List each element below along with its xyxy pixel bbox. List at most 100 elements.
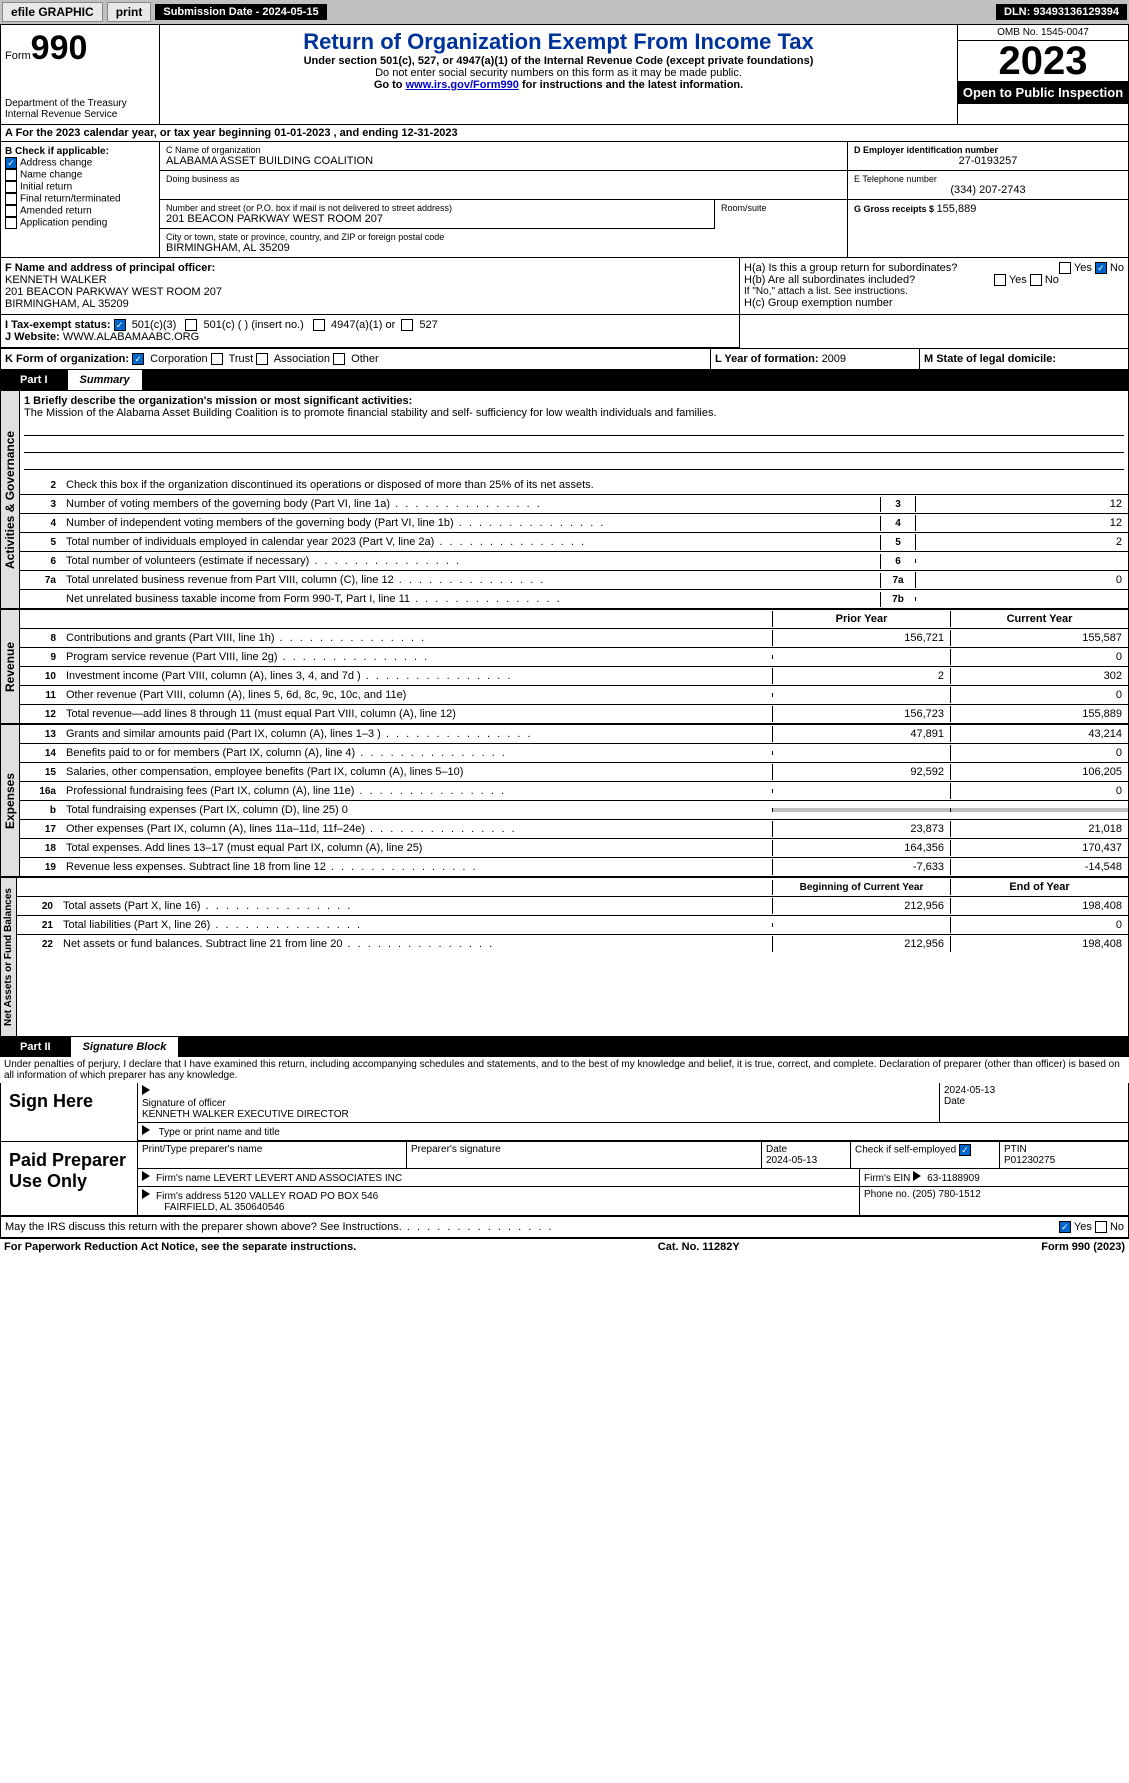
other-checkbox[interactable] [333, 353, 345, 365]
line-18-prior: 164,356 [772, 840, 950, 856]
hb-no-checkbox[interactable] [1030, 274, 1042, 286]
section-revenue: Revenue Prior YearCurrent Year 8Contribu… [0, 609, 1129, 724]
mission-line [24, 455, 1124, 470]
line-22-end: 198,408 [950, 936, 1128, 952]
expenses-label: Expenses [0, 724, 20, 877]
ha-yes-checkbox[interactable] [1059, 262, 1071, 274]
ha-no-checkbox[interactable]: ✓ [1095, 262, 1107, 274]
line-17-prior: 23,873 [772, 821, 950, 837]
discuss-no-checkbox[interactable] [1095, 1221, 1107, 1233]
ein-label: D Employer identification number [854, 145, 1122, 155]
line-3-val: 12 [915, 496, 1128, 512]
initial-return-checkbox[interactable] [5, 181, 17, 193]
line-20-end: 198,408 [950, 898, 1128, 914]
trust-checkbox[interactable] [211, 353, 223, 365]
irs-link[interactable]: www.irs.gov/Form990 [406, 79, 519, 91]
arrow-icon [142, 1125, 150, 1135]
part-1-title: Summary [68, 370, 142, 390]
line-8-text: Contributions and grants (Part VIII, lin… [62, 630, 772, 646]
amended-return-label: Amended return [20, 206, 92, 217]
footer-right: Form 990 (2023) [1041, 1241, 1125, 1253]
discuss-text: May the IRS discuss this return with the… [5, 1221, 554, 1233]
part-2-header: Part II Signature Block [0, 1037, 1129, 1057]
prep-name-label: Print/Type preparer's name [142, 1144, 262, 1155]
line-22-text: Net assets or fund balances. Subtract li… [59, 936, 772, 952]
line-14-current: 0 [950, 745, 1128, 761]
527-label: 527 [419, 319, 437, 331]
print-button[interactable]: print [107, 2, 152, 22]
perjury-text: Under penalties of perjury, I declare th… [0, 1057, 1129, 1083]
501c3-checkbox[interactable]: ✓ [114, 319, 126, 331]
part-2-num: Part II [0, 1037, 71, 1057]
firm-addr-label: Firm's address [156, 1191, 224, 1202]
line-10-prior: 2 [772, 668, 950, 684]
firm-phone-label: Phone no. [864, 1189, 912, 1200]
amended-return-checkbox[interactable] [5, 205, 17, 217]
application-pending-checkbox[interactable] [5, 217, 17, 229]
trust-label: Trust [229, 353, 254, 365]
line-6-text: Total number of volunteers (estimate if … [62, 553, 880, 569]
officer-label: F Name and address of principal officer: [5, 262, 215, 274]
ein-value: 27-0193257 [854, 155, 1122, 167]
527-checkbox[interactable] [401, 319, 413, 331]
year-formation-label: L Year of formation: [715, 353, 822, 365]
year-formation-value: 2009 [822, 353, 846, 365]
goto-label: Go to [374, 79, 406, 91]
arrow-icon [913, 1171, 921, 1181]
signature-block: Sign Here Signature of officer KENNETH W… [0, 1083, 1129, 1217]
hb-yes-label: Yes [1009, 274, 1027, 286]
501c-checkbox[interactable] [185, 319, 197, 331]
line-20-begin: 212,956 [772, 898, 950, 914]
4947-checkbox[interactable] [313, 319, 325, 331]
line-22-begin: 212,956 [772, 936, 950, 952]
final-return-checkbox[interactable] [5, 193, 17, 205]
section-governance: Activities & Governance 1 Briefly descri… [0, 390, 1129, 609]
line-16b-prior [772, 808, 950, 812]
form-title: Return of Organization Exempt From Incom… [164, 29, 953, 55]
col-b-label: B Check if applicable: [5, 146, 155, 157]
line-5-val: 2 [915, 534, 1128, 550]
efile-button[interactable]: efile GRAPHIC [2, 2, 103, 22]
prep-sig-label: Preparer's signature [411, 1144, 501, 1155]
line-12-current: 155,889 [950, 706, 1128, 722]
sig-date-label: Date [944, 1096, 1124, 1107]
type-name-label: Type or print name and title [159, 1127, 280, 1138]
corp-label: Corporation [150, 353, 207, 365]
officer-name: KENNETH WALKER [5, 274, 735, 286]
website-label: J Website: [5, 331, 63, 343]
ha-yes-label: Yes [1074, 262, 1092, 274]
arrow-icon [142, 1171, 150, 1181]
firm-name-label: Firm's name [156, 1173, 213, 1184]
period-prefix: A For the 2023 calendar year, or tax yea… [5, 127, 274, 139]
line-7a-text: Total unrelated business revenue from Pa… [62, 572, 880, 588]
line-6-val [915, 559, 1128, 563]
net-assets-label: Net Assets or Fund Balances [0, 877, 17, 1037]
line-7b-val [915, 597, 1128, 601]
page-footer: For Paperwork Reduction Act Notice, see … [0, 1238, 1129, 1255]
line-13-text: Grants and similar amounts paid (Part IX… [62, 726, 772, 742]
line-10-current: 302 [950, 668, 1128, 684]
line-16a-prior [772, 789, 950, 793]
ptin-value: P01230275 [1004, 1155, 1055, 1166]
501c-label: 501(c) ( ) (insert no.) [204, 319, 304, 331]
line-17-text: Other expenses (Part IX, column (A), lin… [62, 821, 772, 837]
line-18-current: 170,437 [950, 840, 1128, 856]
line-9-text: Program service revenue (Part VIII, line… [62, 649, 772, 665]
k-l-m-row: K Form of organization: ✓ Corporation Tr… [0, 349, 1129, 370]
corp-checkbox[interactable]: ✓ [132, 353, 144, 365]
discuss-yes-checkbox[interactable]: ✓ [1059, 1221, 1071, 1233]
topbar: efile GRAPHIC print Submission Date - 20… [0, 0, 1129, 24]
assoc-checkbox[interactable] [256, 353, 268, 365]
paid-preparer-label: Paid Preparer Use Only [1, 1142, 137, 1215]
h-a-row: H(a) Is this a group return for subordin… [744, 262, 1124, 274]
address-change-checkbox[interactable]: ✓ [5, 157, 17, 169]
hb-yes-checkbox[interactable] [994, 274, 1006, 286]
city-label: City or town, state or province, country… [166, 232, 841, 242]
self-employed-checkbox[interactable]: ✓ [959, 1144, 971, 1156]
line-3-text: Number of voting members of the governin… [62, 496, 880, 512]
line-20-text: Total assets (Part X, line 16) [59, 898, 772, 914]
line-5-text: Total number of individuals employed in … [62, 534, 880, 550]
name-change-checkbox[interactable] [5, 169, 17, 181]
discuss-yes-label: Yes [1074, 1221, 1092, 1233]
dba-label: Doing business as [166, 174, 841, 184]
